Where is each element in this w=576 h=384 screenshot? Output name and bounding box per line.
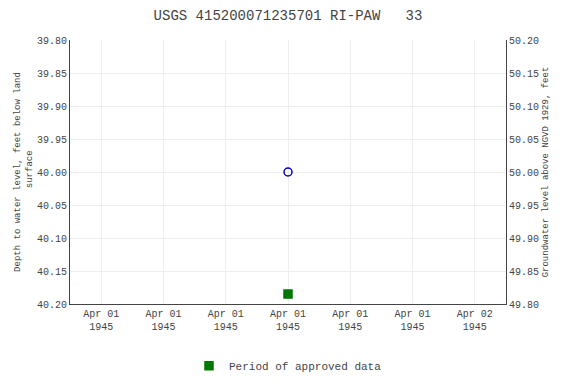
svg-text:Period of approved data: Period of approved data bbox=[229, 361, 381, 373]
svg-text:50.10: 50.10 bbox=[509, 102, 539, 113]
svg-text:Depth to water level, feet bel: Depth to water level, feet below land su… bbox=[13, 72, 35, 272]
svg-text:40.20: 40.20 bbox=[37, 300, 67, 311]
svg-text:50.00: 50.00 bbox=[509, 168, 539, 179]
svg-text:40.15: 40.15 bbox=[37, 267, 67, 278]
svg-text:Apr 021945: Apr 021945 bbox=[457, 309, 493, 333]
svg-text:50.05: 50.05 bbox=[509, 135, 539, 146]
svg-text:49.90: 49.90 bbox=[509, 234, 539, 245]
svg-text:Apr 011945: Apr 011945 bbox=[395, 309, 431, 333]
svg-text:39.95: 39.95 bbox=[37, 135, 67, 146]
svg-text:40.10: 40.10 bbox=[37, 234, 67, 245]
svg-text:USGS 415200071235701 RI-PAW: USGS 415200071235701 RI-PAW 33 bbox=[154, 8, 423, 24]
svg-text:40.00: 40.00 bbox=[37, 168, 67, 179]
svg-text:Apr 011945: Apr 011945 bbox=[270, 309, 306, 333]
svg-text:Apr 011945: Apr 011945 bbox=[208, 309, 244, 333]
svg-text:39.90: 39.90 bbox=[37, 102, 67, 113]
svg-text:Groundwater level above NGVD 1: Groundwater level above NGVD 1929, feet bbox=[541, 67, 551, 278]
svg-text:39.85: 39.85 bbox=[37, 69, 67, 80]
svg-text:50.20: 50.20 bbox=[509, 36, 539, 47]
svg-text:Apr 011945: Apr 011945 bbox=[332, 309, 368, 333]
svg-text:Apr 011945: Apr 011945 bbox=[83, 309, 119, 333]
svg-text:Apr 011945: Apr 011945 bbox=[145, 309, 181, 333]
svg-text:39.80: 39.80 bbox=[37, 36, 67, 47]
svg-text:49.95: 49.95 bbox=[509, 201, 539, 212]
svg-text:49.80: 49.80 bbox=[509, 300, 539, 311]
svg-text:40.05: 40.05 bbox=[37, 201, 67, 212]
svg-text:49.85: 49.85 bbox=[509, 267, 539, 278]
svg-text:50.15: 50.15 bbox=[509, 69, 539, 80]
